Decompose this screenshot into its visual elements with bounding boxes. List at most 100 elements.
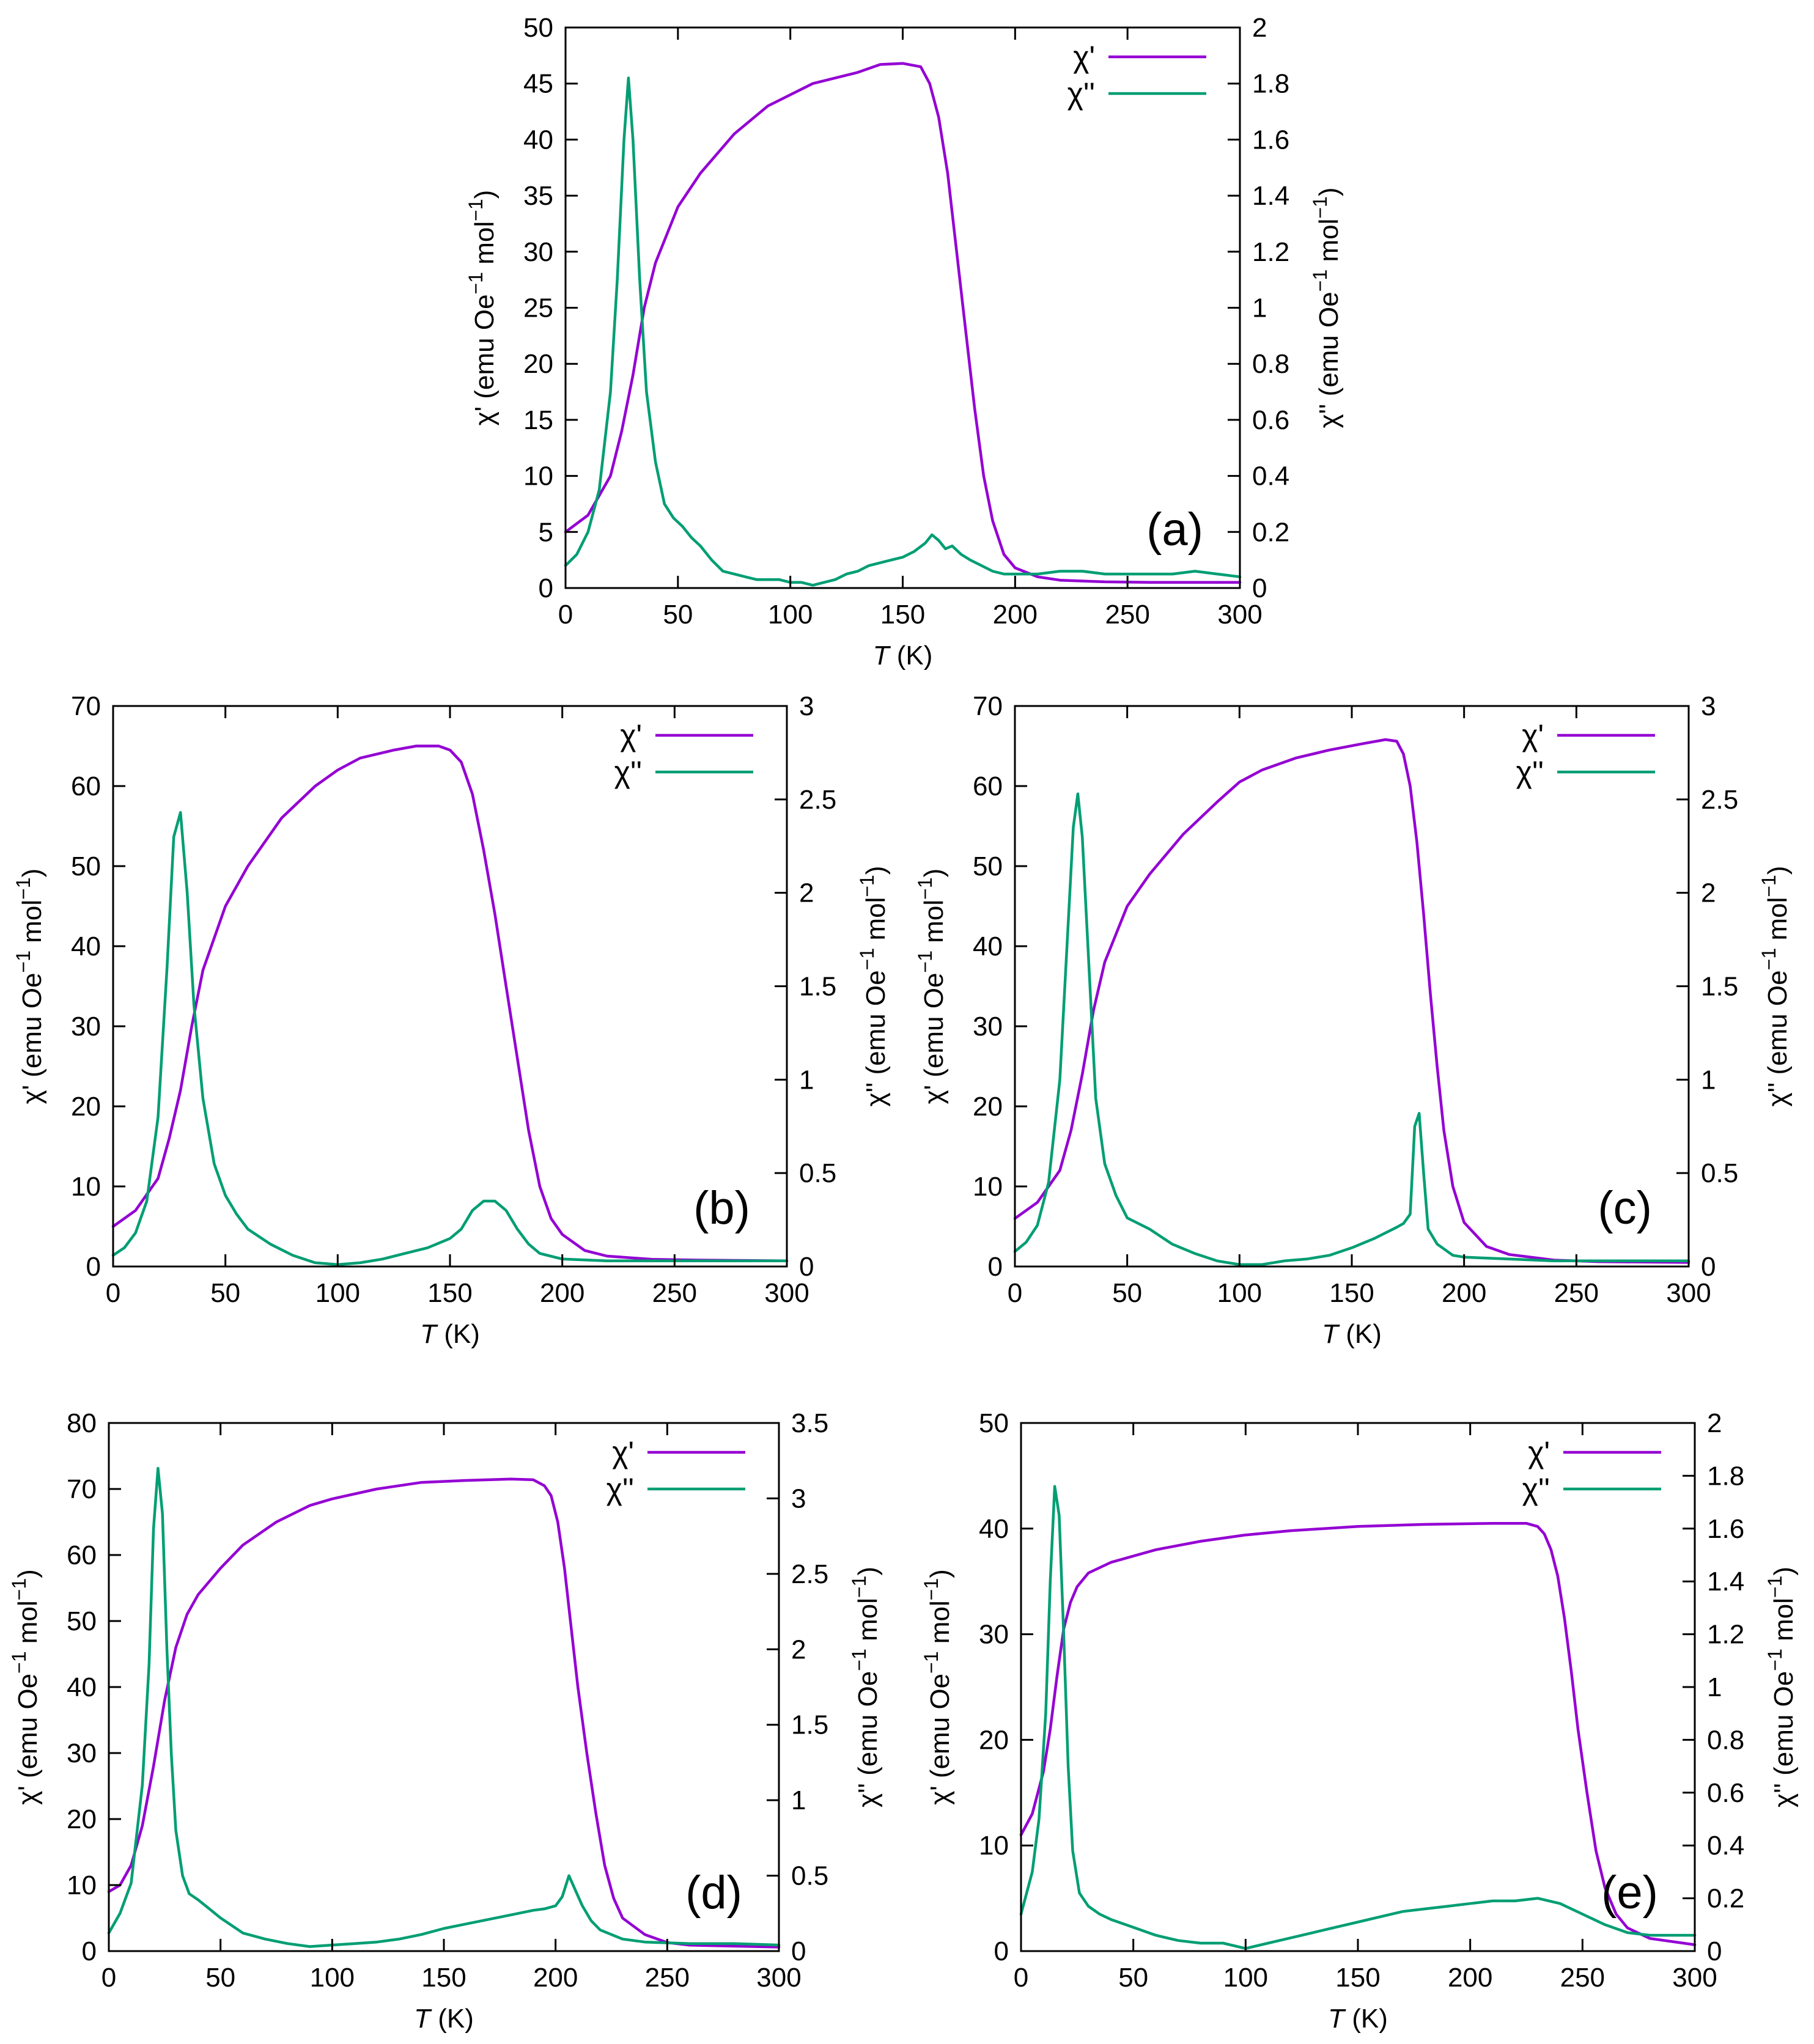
y1-axis-label-prefix: χ' (emu Oe	[17, 972, 47, 1104]
y2-tick-label: 3	[1701, 691, 1716, 721]
y1-tick-label: 20	[67, 1804, 97, 1834]
y2-axis-label-mol: mol	[861, 897, 891, 948]
y2-tick-label: 1.2	[1707, 1620, 1744, 1650]
chi-double-prime-line	[111, 811, 789, 1266]
y1-axis-label-exp2: −1	[8, 1578, 30, 1600]
y1-tick-label: 60	[973, 771, 1003, 801]
y1-tick-label: 10	[523, 461, 553, 491]
x-axis-label: T (K)	[1328, 2004, 1388, 2034]
y1-tick-label: 40	[67, 1672, 97, 1702]
panel-label: (e)	[1601, 1867, 1658, 1919]
y1-axis-label-close: )	[13, 1569, 43, 1578]
x-tick-label: 150	[421, 1963, 466, 1993]
chi-prime-line	[111, 744, 789, 1263]
y2-tick-label: 1	[799, 1065, 814, 1095]
y1-tick-label: 60	[67, 1540, 97, 1570]
y2-tick-label: 3	[791, 1483, 806, 1513]
y1-tick-label: 30	[979, 1620, 1009, 1650]
y1-axis-label: χ' (emu Oe−1 mol−1)	[920, 1569, 955, 1805]
x-tick-label: 50	[1112, 1278, 1142, 1308]
x-tick-label: 100	[315, 1278, 360, 1308]
y2-tick-label: 0	[1701, 1252, 1716, 1282]
y1-axis-label-mol: mol	[925, 1600, 955, 1651]
y1-axis-label-exp: −1	[920, 1651, 942, 1673]
y1-tick-label: 25	[523, 293, 553, 323]
y1-tick-label: 20	[523, 349, 553, 379]
y1-tick-label: 45	[523, 69, 553, 99]
y1-tick-label: 10	[973, 1172, 1003, 1202]
legend-label-chi-double-prime: χ''	[607, 1472, 634, 1506]
x-axis-label-unit: (K)	[890, 641, 933, 671]
x-tick-label: 200	[993, 600, 1038, 630]
panel-b: 0 50 100 150 200 250 30001020304050607000.511.…	[12, 691, 891, 1349]
y1-axis-label-exp2: −1	[914, 877, 936, 899]
y2-axis-label-exp2: −1	[848, 1576, 870, 1598]
legend-label-chi-double-prime: χ''	[1516, 755, 1544, 789]
y2-axis-label-mol: mol	[1769, 1598, 1799, 1649]
x-axis-label: T (K)	[414, 2004, 474, 2034]
y2-tick-label: 0.8	[1252, 349, 1289, 379]
x-tick-label: 50	[663, 600, 693, 630]
y2-tick-label: 1	[1707, 1672, 1722, 1702]
y1-axis-label-close: )	[925, 1569, 955, 1578]
y1-tick-label: 30	[71, 1012, 101, 1042]
x-axis-label-unit: (K)	[1338, 1319, 1382, 1349]
y1-axis-label-close: )	[17, 869, 47, 878]
x-tick-label: 250	[652, 1278, 697, 1308]
chi-prime-line	[107, 1477, 781, 1949]
x-tick-label: 0	[1008, 1278, 1022, 1308]
y1-tick-label: 30	[973, 1012, 1003, 1042]
y1-tick-label: 15	[523, 405, 553, 435]
y1-tick-label: 10	[979, 1831, 1009, 1861]
y2-axis-label: χ'' (emu Oe−1 mol−1)	[1309, 187, 1344, 428]
y2-axis-label-exp: −1	[1758, 948, 1780, 970]
y1-axis-label-exp2: −1	[920, 1578, 942, 1600]
x-tick-label: 200	[1442, 1278, 1486, 1308]
plot-frame	[564, 26, 1241, 589]
y2-tick-label: 1.4	[1252, 181, 1289, 211]
y2-tick-label: 1.5	[799, 972, 836, 1002]
y2-axis-label: χ'' (emu Oe−1 mol−1)	[1758, 866, 1793, 1106]
y1-tick-label: 40	[973, 932, 1003, 961]
y1-tick-label: 70	[973, 691, 1003, 721]
y2-tick-label: 1.8	[1707, 1461, 1744, 1491]
x-tick-label: 150	[427, 1278, 472, 1308]
y1-axis-label-exp: −1	[8, 1651, 30, 1673]
x-axis-label-unit: (K)	[430, 2004, 474, 2034]
y2-axis-label-prefix: χ'' (emu Oe	[1763, 970, 1793, 1106]
x-axis-label-unit: (K)	[1344, 2004, 1388, 2034]
y2-tick-label: 2	[1701, 878, 1716, 908]
chi-double-prime-line	[107, 1466, 781, 1948]
legend-label-chi-double-prime: χ''	[1522, 1472, 1550, 1506]
y1-tick-label: 30	[523, 237, 553, 267]
y1-tick-label: 50	[71, 851, 101, 881]
x-axis-label: T (K)	[1322, 1319, 1382, 1349]
x-tick-label: 0	[558, 600, 573, 630]
legend-label-chi-double-prime: χ''	[1067, 76, 1095, 111]
y2-axis-label-exp2: −1	[1758, 875, 1780, 897]
y1-tick-label: 20	[979, 1725, 1009, 1755]
y1-axis-label-mol: mol	[919, 900, 949, 950]
y1-tick-label: 80	[67, 1408, 97, 1438]
panel-label: (c)	[1598, 1182, 1652, 1234]
y1-axis-label-exp2: −1	[465, 199, 487, 221]
y1-tick-label: 10	[71, 1172, 101, 1202]
legend-label-chi-prime: χ'	[1073, 40, 1095, 74]
y2-tick-label: 1.6	[1707, 1514, 1744, 1544]
plot-frame	[1014, 705, 1690, 1268]
y2-tick-label: 0	[1707, 1936, 1722, 1966]
chi-prime-line	[1013, 738, 1690, 1264]
y2-axis-label-prefix: χ'' (emu Oe	[1769, 1671, 1799, 1807]
x-tick-label: 0	[1014, 1963, 1028, 1993]
y1-axis-label-prefix: χ' (emu Oe	[919, 972, 949, 1104]
y2-axis-label-prefix: χ'' (emu Oe	[853, 1671, 883, 1807]
y2-tick-label: 0.5	[791, 1861, 828, 1891]
x-axis-label-symbol: T	[414, 2004, 432, 2034]
y1-axis-label: χ' (emu Oe−1 mol−1)	[465, 190, 500, 426]
legend-label-chi-prime: χ'	[1522, 718, 1544, 752]
y2-tick-label: 1	[791, 1785, 806, 1815]
y1-tick-label: 20	[71, 1092, 101, 1122]
legend-label-chi-prime: χ'	[620, 718, 642, 752]
x-tick-label: 50	[1118, 1963, 1148, 1993]
